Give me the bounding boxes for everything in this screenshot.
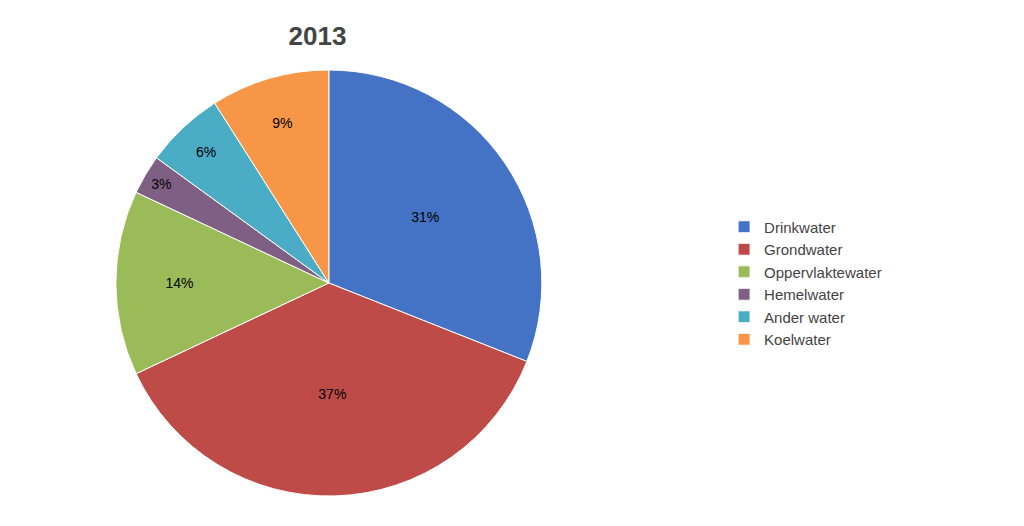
- svg-text:Grondwater: Grondwater: [764, 241, 842, 258]
- svg-text:9%: 9%: [272, 115, 292, 131]
- svg-text:2013: 2013: [289, 21, 347, 51]
- svg-text:31%: 31%: [411, 209, 439, 225]
- svg-text:6%: 6%: [196, 144, 216, 160]
- svg-text:Oppervlaktewater: Oppervlaktewater: [764, 264, 882, 281]
- svg-text:3%: 3%: [151, 176, 171, 192]
- svg-text:Koelwater: Koelwater: [764, 331, 831, 348]
- svg-text:Drinkwater: Drinkwater: [764, 219, 836, 236]
- svg-text:Ander water: Ander water: [764, 309, 845, 326]
- svg-text:Hemelwater: Hemelwater: [764, 286, 844, 303]
- svg-text:37%: 37%: [318, 386, 346, 402]
- svg-text:14%: 14%: [165, 275, 193, 291]
